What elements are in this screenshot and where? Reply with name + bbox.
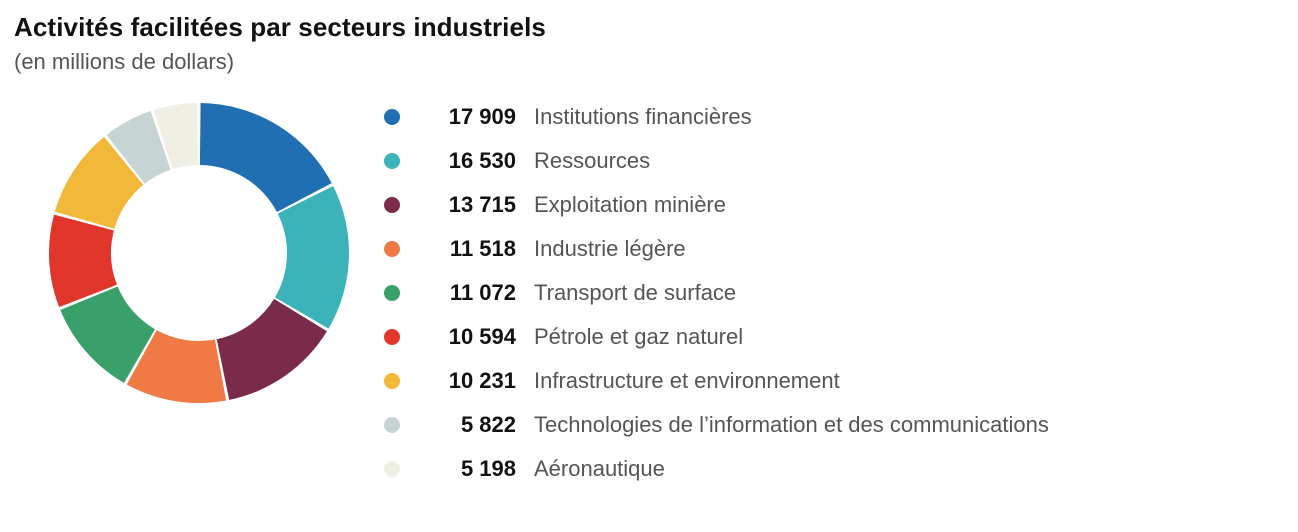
legend-label: Industrie légère: [534, 236, 686, 262]
legend-value: 16 530: [424, 148, 516, 174]
donut-chart: [39, 93, 359, 413]
legend-value: 10 231: [424, 368, 516, 394]
legend-item: 11 072 Transport de surface: [384, 271, 1049, 315]
legend-value: 11 072: [424, 280, 516, 306]
legend-label: Exploitation minière: [534, 192, 726, 218]
legend-item: 5 198 Aéronautique: [384, 447, 1049, 491]
legend-value: 17 909: [424, 104, 516, 130]
legend-bullet-icon: [384, 197, 400, 213]
legend-item: 16 530 Ressources: [384, 139, 1049, 183]
legend-value: 5 822: [424, 412, 516, 438]
chart-content: 17 909 Institutions financières 16 530 Ress…: [14, 93, 1284, 491]
donut-slice: [200, 103, 332, 212]
legend-bullet-icon: [384, 109, 400, 125]
legend-bullet-icon: [384, 373, 400, 389]
chart-subtitle: (en millions de dollars): [14, 49, 1284, 75]
legend-item: 10 594 Pétrole et gaz naturel: [384, 315, 1049, 359]
legend-label: Technologies de l’information et des com…: [534, 412, 1049, 438]
legend-label: Ressources: [534, 148, 650, 174]
chart-title: Activités facilitées par secteurs indust…: [14, 12, 1284, 43]
legend-item: 5 822 Technologies de l’information et de…: [384, 403, 1049, 447]
legend-value: 11 518: [424, 236, 516, 262]
legend-item: 10 231 Infrastructure et environnement: [384, 359, 1049, 403]
legend-bullet-icon: [384, 417, 400, 433]
legend-item: 13 715 Exploitation minière: [384, 183, 1049, 227]
legend-value: 5 198: [424, 456, 516, 482]
donut-chart-area: [14, 93, 384, 413]
legend-value: 13 715: [424, 192, 516, 218]
legend-label: Pétrole et gaz naturel: [534, 324, 743, 350]
legend-item: 11 518 Industrie légère: [384, 227, 1049, 271]
legend-bullet-icon: [384, 241, 400, 257]
legend-bullet-icon: [384, 329, 400, 345]
legend-value: 10 594: [424, 324, 516, 350]
chart-legend: 17 909 Institutions financières 16 530 Ress…: [384, 93, 1049, 491]
legend-label: Infrastructure et environnement: [534, 368, 840, 394]
legend-item: 17 909 Institutions financières: [384, 95, 1049, 139]
legend-bullet-icon: [384, 461, 400, 477]
legend-label: Institutions financières: [534, 104, 752, 130]
legend-bullet-icon: [384, 153, 400, 169]
chart-container: Activités facilitées par secteurs indust…: [0, 0, 1298, 532]
legend-label: Aéronautique: [534, 456, 665, 482]
legend-label: Transport de surface: [534, 280, 736, 306]
legend-bullet-icon: [384, 285, 400, 301]
